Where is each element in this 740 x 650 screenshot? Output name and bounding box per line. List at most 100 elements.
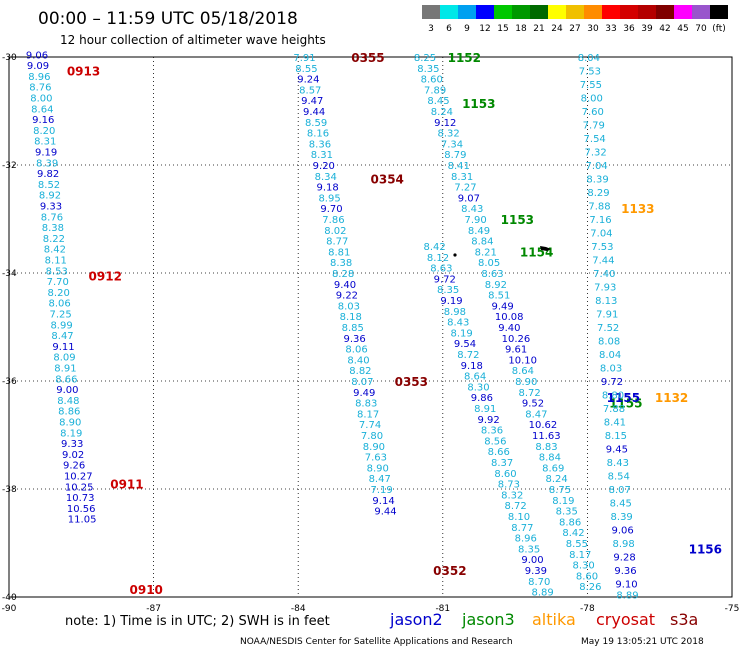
colorbar-swatch xyxy=(710,5,728,19)
swh-point: 9.19 xyxy=(35,148,57,159)
legend: jason2 jason3 altika cryosat s3a xyxy=(389,610,698,629)
swh-point: 8.60 xyxy=(576,571,598,582)
swh-point: 8.10 xyxy=(508,512,530,523)
credit: NOAA/NESDIS Center for Satellite Applica… xyxy=(240,637,513,647)
swh-point: 8.03 xyxy=(600,364,622,375)
swh-point: 8.64 xyxy=(464,372,486,383)
x-tick-label: -90 xyxy=(2,604,17,614)
swh-point: 9.06 xyxy=(26,50,48,61)
swh-point: 7.74 xyxy=(359,420,381,431)
swh-point: 8.99 xyxy=(50,320,72,331)
swh-point: 9.22 xyxy=(336,291,358,302)
swh-point: 7.44 xyxy=(592,256,614,267)
swh-point: 8.96 xyxy=(28,72,50,83)
swh-point: 8.05 xyxy=(478,258,500,269)
swh-point: 8.81 xyxy=(328,247,350,258)
legend-entry-altika: altika xyxy=(532,610,576,629)
colorbar-swatch xyxy=(674,5,692,19)
pass-time-label: 1153 xyxy=(462,97,495,111)
swh-point: 8.83 xyxy=(535,442,557,453)
swh-point: 8.42 xyxy=(424,242,446,253)
swh-point: 8.04 xyxy=(599,350,621,361)
track-jason3: 8.258.358.607.898.458.249.128.327.348.79… xyxy=(414,51,643,593)
swh-point: 8.31 xyxy=(311,150,333,161)
swh-point: 8.09 xyxy=(53,353,75,364)
swh-point: 8.89 xyxy=(616,590,638,601)
swh-point: 7.52 xyxy=(597,323,619,334)
swh-point: 8.00 xyxy=(30,94,52,105)
swh-point: 9.54 xyxy=(454,339,476,350)
swh-point: 7.32 xyxy=(585,148,607,159)
colorbar-label: 45 xyxy=(677,24,688,34)
pass-time-label: 0353 xyxy=(395,375,428,389)
swh-point: 9.24 xyxy=(297,75,319,86)
swh-point: 7.34 xyxy=(441,139,463,150)
swh-point: 7.19 xyxy=(371,485,393,496)
swh-point: 8.49 xyxy=(468,226,490,237)
swh-point: 8.72 xyxy=(504,501,526,512)
swh-point: 8.30 xyxy=(572,561,594,572)
swh-point: 8.66 xyxy=(488,447,510,458)
island-mark xyxy=(540,246,551,251)
swh-point: 7.70 xyxy=(47,277,69,288)
legend-entry-s3a: s3a xyxy=(670,610,698,629)
swh-point: 8.38 xyxy=(42,223,64,234)
swh-point: 9.06 xyxy=(612,526,634,537)
pass-time-label: 0355 xyxy=(351,51,384,65)
colorbar-swatch xyxy=(512,5,530,19)
colorbar-label: (ft) xyxy=(712,24,726,34)
swh-point: 8.00 xyxy=(581,94,603,105)
swh-point: 8.76 xyxy=(29,83,51,94)
swh-point: 8.38 xyxy=(330,258,352,269)
swh-point: 9.44 xyxy=(303,107,325,118)
swh-point: 8.47 xyxy=(369,474,391,485)
swh-point: 7.90 xyxy=(464,215,486,226)
x-tick-label: -75 xyxy=(725,604,740,614)
pass-time-label: 1155 xyxy=(609,397,642,411)
pass-time-label: 0354 xyxy=(371,173,404,187)
swh-point: 8.80 xyxy=(602,391,624,402)
colorbar-label: 18 xyxy=(515,24,527,34)
swh-point: 8.66 xyxy=(55,374,77,385)
swh-point: 9.33 xyxy=(40,202,62,213)
swh-point: 7.89 xyxy=(424,85,446,96)
swh-point: 8.98 xyxy=(444,307,466,318)
legend-entry-jason3: jason3 xyxy=(461,610,515,629)
footnote: note: 1) Time is in UTC; 2) SWH is in fe… xyxy=(65,614,330,629)
swh-point: 8.32 xyxy=(501,490,523,501)
track-s3a: 7.918.559.248.579.479.448.598.168.368.31… xyxy=(293,51,466,578)
swh-point: 9.16 xyxy=(32,115,54,126)
swh-point: 8.84 xyxy=(539,453,561,464)
colorbar-label: 30 xyxy=(587,24,599,34)
swh-point: 8.56 xyxy=(484,436,506,447)
swh-point: 9.00 xyxy=(56,385,78,396)
swh-point: 9.72 xyxy=(601,377,623,388)
swh-point: 8.18 xyxy=(340,312,362,323)
island-mark xyxy=(453,253,457,257)
swh-point: 8.13 xyxy=(595,296,617,307)
colorbar-swatch xyxy=(638,5,656,19)
swh-point: 7.04 xyxy=(590,229,612,240)
swh-point: 8.91 xyxy=(54,364,76,375)
swh-point: 7.79 xyxy=(583,121,605,132)
swh-point: 8.19 xyxy=(552,496,574,507)
colorbar-label: 27 xyxy=(569,24,580,34)
swh-point: 8.72 xyxy=(457,350,479,361)
swh-point: 8.06 xyxy=(49,299,71,310)
swh-point: 8.17 xyxy=(357,409,379,420)
swh-point: 7.54 xyxy=(584,134,606,145)
colorbar-swatch xyxy=(494,5,512,19)
swh-point: 9.36 xyxy=(344,334,366,345)
swh-point: 10.27 xyxy=(64,472,93,483)
swh-point: 9.18 xyxy=(461,361,483,372)
swh-point: 8.31 xyxy=(34,137,56,148)
swh-point: 8.84 xyxy=(471,237,493,248)
pass-time-label: 1152 xyxy=(448,51,481,65)
swh-point: 7.88 xyxy=(603,404,625,415)
swh-point: 8.39 xyxy=(586,175,608,186)
pass-time-label: 1156 xyxy=(689,542,722,556)
swh-point: 8.25 xyxy=(414,53,436,64)
chart-title: 00:00 – 11:59 UTC 05/18/2018 xyxy=(38,9,298,29)
swh-point: 8.90 xyxy=(367,463,389,474)
pass-time-label: 1155 xyxy=(607,391,640,405)
